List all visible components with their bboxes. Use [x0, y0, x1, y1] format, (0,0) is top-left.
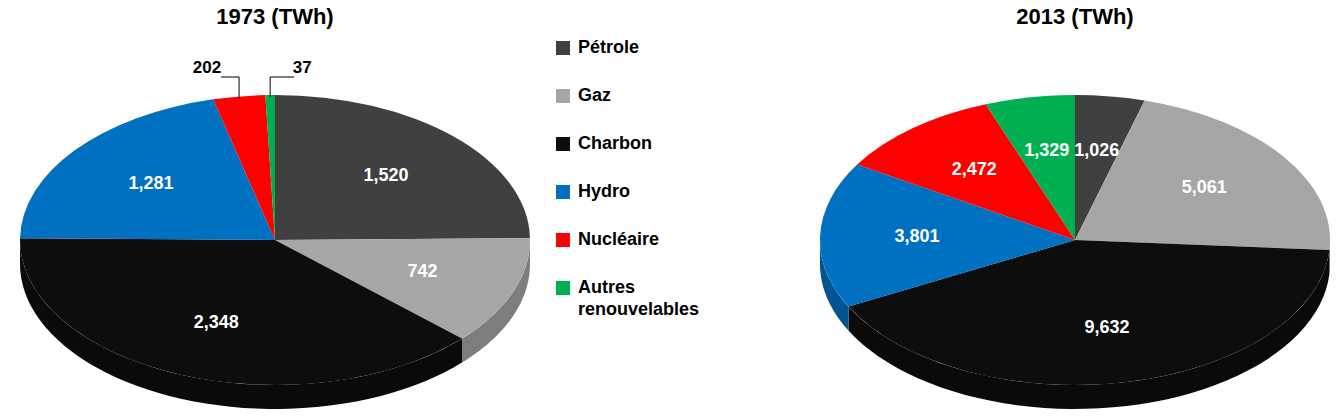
pie-marks: PétroleGazCharbonHydroNucléaireAutres re… — [820, 95, 1330, 409]
legend-swatch — [556, 137, 570, 151]
data-labels: 1,026 5,061 9,632 3,801 2,472 1,329 — [894, 140, 1226, 337]
pie-slice: Autres renouvelables — [986, 95, 1075, 240]
data-label: 9,632 — [1085, 317, 1130, 337]
legend-entry: Gaz — [578, 85, 611, 105]
legend: Pétrole Gaz Charbon Hydro Nucléaire Autresren… — [556, 37, 699, 319]
leader-line — [221, 77, 239, 98]
data-label: 1,281 — [128, 173, 173, 193]
leader-line — [270, 77, 294, 97]
data-label: 742 — [408, 261, 438, 281]
legend-entry: Nucléaire — [578, 229, 659, 249]
data-labels: 1,520 742 2,348 1,281 202 37 — [128, 58, 437, 332]
legend-entry: Autresrenouvelables — [578, 277, 699, 319]
chart-canvas: 1973 (TWh)PétroleGazCharbonHydroNucléair… — [0, 0, 1344, 419]
chart-title: 2013 (TWh) — [1016, 4, 1133, 29]
pie-slice: Gaz — [1075, 101, 1330, 251]
data-label: 1,520 — [364, 165, 409, 185]
pie-slice: Charbon — [20, 238, 462, 385]
legend-swatch — [556, 89, 570, 103]
legend-swatch — [556, 185, 570, 199]
data-label: 2,348 — [194, 312, 239, 332]
pie-chart: 1973 (TWh) PétroleGazCharbonHydroNucléair… — [20, 4, 530, 409]
data-label: 1,329 — [1024, 140, 1069, 160]
data-label: 202 — [193, 58, 221, 77]
pie-slice: Pétrole — [275, 95, 530, 240]
pie-top: PétroleGazCharbonHydroNucléaireAutres re… — [20, 95, 530, 385]
data-label: 37 — [293, 58, 312, 77]
pie-slice: Autres renouvelables — [265, 95, 275, 240]
data-label: 1,026 — [1074, 140, 1119, 160]
pie-chart: 2013 (TWh) PétroleGazCharbonHydroNucléair… — [820, 4, 1330, 409]
pie-top: PétroleGazCharbonHydroNucléaireAutres re… — [820, 95, 1330, 385]
legend-entry: Hydro — [578, 181, 630, 201]
chart-title: 1973 (TWh) — [216, 4, 333, 29]
legend-entry: Charbon — [578, 133, 652, 153]
pie-marks: PétroleGazCharbonHydroNucléaireAutres re… — [20, 95, 530, 409]
legend-entry: Pétrole — [578, 37, 639, 57]
legend-swatch — [556, 281, 570, 295]
pie-slice: Nucléaire — [213, 95, 275, 240]
legend-swatch — [556, 41, 570, 55]
data-label: 3,801 — [894, 226, 939, 246]
data-label: 5,061 — [1182, 177, 1227, 197]
data-label: 2,472 — [952, 159, 997, 179]
legend-swatch — [556, 233, 570, 247]
